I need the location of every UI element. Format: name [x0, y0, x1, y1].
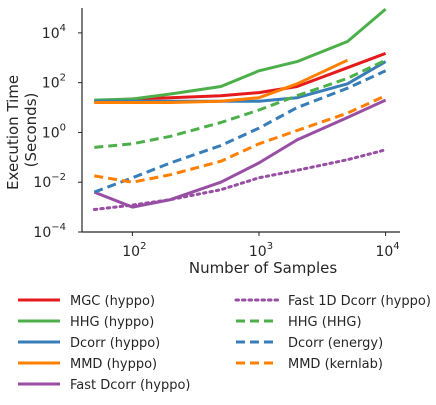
- legend-label-8: MMD (kernlab): [288, 357, 383, 372]
- x-tick-label: 104: [375, 241, 399, 260]
- legend-label-7: Dcorr (energy): [288, 336, 383, 351]
- y-tick-base: 10: [33, 175, 51, 191]
- y-tick-exponent: −4: [51, 222, 66, 233]
- series-line-5: [92, 148, 388, 211]
- series-line-8: [94, 94, 387, 184]
- x-tick-label: 102: [122, 241, 146, 260]
- x-tick-exponent: 3: [267, 241, 273, 252]
- plot-area: [92, 7, 388, 211]
- series-line-6: [94, 58, 387, 149]
- legend-label-3: MMD (hyppo): [70, 357, 157, 372]
- y-tick-exponent: 4: [60, 23, 66, 34]
- series-line-7: [93, 69, 387, 194]
- legend-label-5: Fast 1D Dcorr (hyppo): [288, 294, 431, 309]
- y-tick-label: 100: [42, 122, 66, 141]
- x-tick-base: 10: [375, 244, 393, 260]
- legend-label-6: HHG (HHG): [288, 315, 362, 330]
- y-axis-label-line-1: Execution Time: [4, 75, 22, 190]
- x-tick-label: 103: [249, 241, 273, 260]
- y-tick-label: 10−4: [33, 222, 66, 241]
- series-line-4: [93, 98, 387, 209]
- legend: MGC (hyppo) HHG (hyppo) Dcorr (hyppo) MMD (…: [18, 294, 431, 393]
- x-axis-label: Number of Samples: [189, 259, 337, 277]
- y-tick-base: 10: [42, 125, 60, 141]
- y-axis-label: Execution Time (Seconds): [4, 70, 40, 190]
- x-axis-ticks: 102 103 104: [122, 232, 400, 260]
- y-tick-label: 102: [42, 73, 66, 92]
- axes: [81, 8, 400, 233]
- y-tick-base: 10: [42, 76, 60, 92]
- x-tick-base: 10: [122, 244, 140, 260]
- x-tick-base: 10: [249, 244, 267, 260]
- y-tick-base: 10: [42, 26, 60, 42]
- series-line-1: [94, 7, 387, 102]
- legend-label-2: Dcorr (hyppo): [70, 336, 160, 351]
- y-tick-label: 10−2: [33, 172, 66, 191]
- legend-label-4: Fast Dcorr (hyppo): [70, 378, 191, 393]
- y-tick-label: 104: [42, 23, 66, 42]
- legend-label-1: HHG (hyppo): [70, 315, 154, 330]
- y-tick-base: 10: [33, 225, 51, 241]
- y-tick-exponent: 2: [60, 73, 66, 84]
- y-axis-label-line-2: (Seconds): [22, 93, 40, 168]
- legend-label-0: MGC (hyppo): [70, 294, 155, 309]
- x-tick-exponent: 4: [393, 241, 399, 252]
- x-tick-exponent: 2: [140, 241, 146, 252]
- series-line-3: [94, 58, 349, 104]
- y-tick-exponent: 0: [60, 122, 66, 133]
- y-tick-exponent: −2: [51, 172, 66, 183]
